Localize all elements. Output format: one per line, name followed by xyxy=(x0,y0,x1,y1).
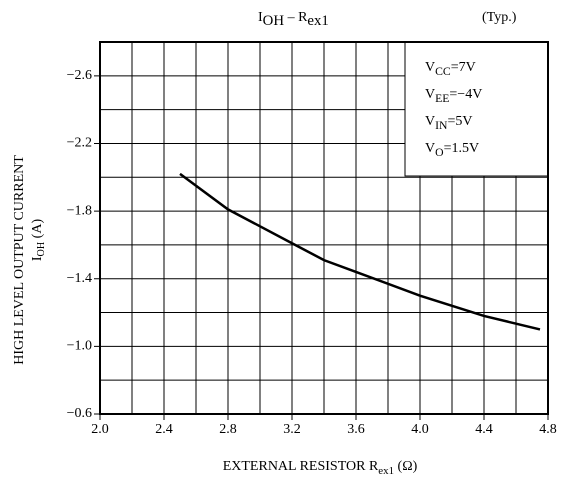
text-part: – R xyxy=(284,10,308,25)
text-part: V xyxy=(425,141,435,156)
x-tick-label: 2.0 xyxy=(91,422,109,437)
annotation: (Typ.) xyxy=(482,10,517,25)
condition: VCC=7V xyxy=(425,60,476,77)
text-part: I xyxy=(258,10,263,25)
text-part: V xyxy=(425,114,435,129)
subscript: O xyxy=(435,146,443,159)
text-part: EXTERNAL RESISTOR R xyxy=(223,459,379,474)
x-axis-label: EXTERNAL RESISTOR Rex1 (Ω) xyxy=(223,459,418,476)
y-tick-label: −1.0 xyxy=(67,339,92,354)
y-tick-label: −0.6 xyxy=(67,406,92,421)
x-tick-label: 3.2 xyxy=(283,422,301,437)
y-axis-label: HIGH LEVEL OUTPUT CURRENT xyxy=(12,155,27,365)
text-part: V xyxy=(425,87,435,102)
x-tick-label: 2.8 xyxy=(219,422,237,437)
x-tick-label: 4.0 xyxy=(411,422,429,437)
condition: VO=1.5V xyxy=(425,141,479,158)
text-part: =1.5V xyxy=(444,141,480,156)
plot-frame xyxy=(99,41,549,415)
x-tick-label: 4.8 xyxy=(539,422,557,437)
y-tick-label: −1.8 xyxy=(67,203,92,218)
y-tick-label: −1.4 xyxy=(67,271,92,286)
subscript: ex1 xyxy=(378,465,394,477)
text-part: V xyxy=(425,60,435,75)
subscript: EE xyxy=(435,92,449,105)
text-part: =−4V xyxy=(449,87,482,102)
subscript: IN xyxy=(435,119,448,132)
x-tick-label: 4.4 xyxy=(475,422,493,437)
chart-title: IOH – Rex1 xyxy=(258,10,329,29)
subscript: OH xyxy=(263,13,285,29)
subscript: OH xyxy=(36,241,47,256)
text-part: I xyxy=(30,256,45,261)
text-part: (A) xyxy=(30,219,45,242)
curve xyxy=(179,172,541,331)
text-part: HIGH LEVEL OUTPUT CURRENT xyxy=(12,155,27,365)
text-part: (Ω) xyxy=(394,459,418,474)
condition: VEE=−4V xyxy=(425,87,482,104)
conditions-box xyxy=(404,41,549,177)
x-tick-label: 2.4 xyxy=(155,422,173,437)
subscript: CC xyxy=(435,65,451,78)
text-part: =5V xyxy=(447,114,472,129)
y-tick-label: −2.2 xyxy=(67,136,92,151)
y-tick-label: −2.6 xyxy=(67,68,92,83)
text-part: =7V xyxy=(451,60,476,75)
x-tick-label: 3.6 xyxy=(347,422,365,437)
condition: VIN=5V xyxy=(425,114,472,131)
subscript: ex1 xyxy=(307,13,328,29)
y-axis-label: IOH (A) xyxy=(30,219,47,262)
